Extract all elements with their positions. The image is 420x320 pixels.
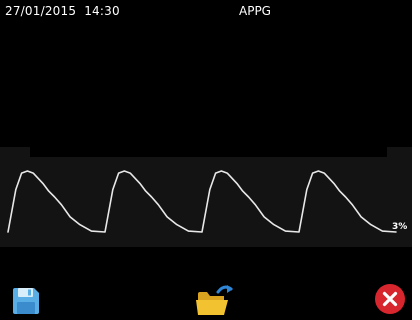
save-button[interactable]: [11, 286, 41, 316]
waveform-panel-notch: [30, 147, 387, 157]
screen-title: APPG: [239, 4, 271, 18]
open-button[interactable]: [194, 282, 236, 318]
status-bar: 27/01/2015 14:30 APPG: [0, 0, 412, 22]
close-button[interactable]: [374, 283, 406, 315]
ppg-trace: [7, 170, 397, 233]
floppy-disk-icon: [13, 288, 39, 314]
datetime-label: 27/01/2015 14:30: [5, 4, 120, 18]
ppg-waveform: [7, 170, 397, 233]
open-folder-icon: [196, 285, 233, 315]
scale-label: 3%: [392, 222, 408, 232]
waveform-panel: [0, 147, 412, 247]
close-circle-icon: [375, 284, 405, 314]
bottom-toolbar: [0, 276, 412, 320]
